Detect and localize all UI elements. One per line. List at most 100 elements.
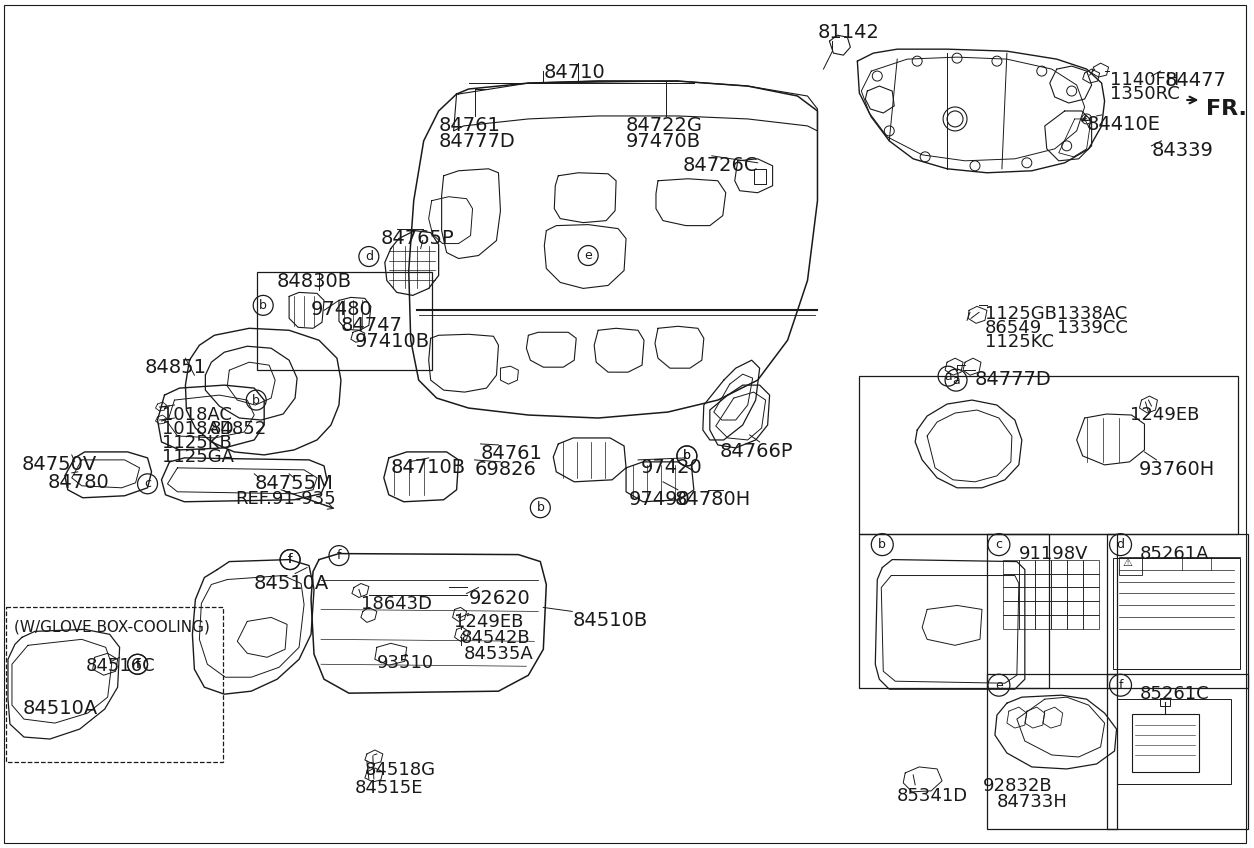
Text: 84851: 84851: [144, 358, 207, 377]
Text: 84726C: 84726C: [683, 156, 759, 175]
Text: 91198V: 91198V: [1018, 544, 1088, 562]
Bar: [1067, 560, 1082, 573]
Text: 84722G: 84722G: [626, 116, 703, 135]
Text: 97470B: 97470B: [626, 132, 701, 151]
Bar: [1018, 601, 1035, 616]
Text: b: b: [252, 393, 260, 406]
Bar: [1082, 573, 1099, 588]
Bar: [1003, 616, 1018, 629]
Text: 84852: 84852: [209, 420, 267, 438]
Bar: [859, 377, 1238, 533]
Bar: [1035, 616, 1051, 629]
Text: a: a: [944, 370, 952, 382]
Bar: [1051, 616, 1067, 629]
Text: 85261A: 85261A: [1140, 544, 1209, 562]
Text: 84761: 84761: [439, 116, 500, 135]
Text: 97420: 97420: [641, 458, 702, 477]
Bar: [1082, 560, 1099, 573]
Text: 84515E: 84515E: [355, 779, 424, 797]
Bar: [987, 674, 1116, 828]
Text: 84777D: 84777D: [976, 371, 1052, 389]
Bar: [1116, 699, 1231, 784]
Text: 1125KB: 1125KB: [162, 434, 231, 452]
Bar: [1106, 533, 1248, 689]
Text: 1125KC: 1125KC: [984, 333, 1053, 351]
Text: 97410B: 97410B: [355, 332, 430, 351]
Text: 84518G: 84518G: [365, 761, 436, 779]
Text: 1338AC: 1338AC: [1057, 305, 1127, 323]
Text: 1018AC: 1018AC: [162, 406, 232, 424]
Text: b: b: [878, 538, 887, 551]
Bar: [1067, 616, 1082, 629]
Bar: [1018, 560, 1035, 573]
Text: 1249EB: 1249EB: [454, 613, 523, 632]
Text: 97490: 97490: [630, 490, 691, 509]
Text: b: b: [537, 501, 544, 514]
Text: 92620: 92620: [469, 589, 530, 609]
Bar: [1018, 616, 1035, 629]
Text: 92832B: 92832B: [983, 777, 1052, 795]
Text: 1140FH: 1140FH: [1110, 71, 1179, 89]
Text: 84710B: 84710B: [391, 458, 466, 477]
Text: a: a: [952, 374, 959, 387]
Text: 84510A: 84510A: [253, 573, 329, 593]
Text: 18643D: 18643D: [361, 595, 431, 613]
Text: 1339CC: 1339CC: [1057, 320, 1127, 338]
Text: 1249EB: 1249EB: [1130, 406, 1199, 424]
Bar: [1160, 698, 1170, 706]
Text: f: f: [135, 658, 140, 671]
Bar: [1067, 573, 1082, 588]
Text: 84710: 84710: [543, 63, 606, 82]
Bar: [1051, 573, 1067, 588]
Bar: [1082, 616, 1099, 629]
Text: 84830B: 84830B: [276, 272, 351, 292]
Bar: [1003, 573, 1018, 588]
Text: 84765P: 84765P: [381, 229, 454, 248]
Text: 84477: 84477: [1165, 71, 1226, 90]
Text: 84535A: 84535A: [464, 645, 533, 663]
Text: 1018AD: 1018AD: [162, 420, 233, 438]
Text: 84747: 84747: [341, 316, 403, 335]
Bar: [1112, 558, 1240, 669]
Text: f: f: [135, 658, 140, 671]
Text: 93760H: 93760H: [1139, 460, 1215, 479]
Bar: [859, 533, 1048, 689]
Text: 97480: 97480: [311, 300, 372, 320]
Text: 85261C: 85261C: [1140, 685, 1209, 703]
Text: 84542B: 84542B: [460, 629, 530, 647]
Text: 84777D: 84777D: [439, 132, 515, 151]
Text: b: b: [683, 449, 691, 462]
Bar: [1131, 714, 1199, 772]
Text: c: c: [996, 538, 1002, 551]
Bar: [1051, 588, 1067, 601]
Bar: [1051, 560, 1067, 573]
Text: 69826: 69826: [474, 460, 537, 479]
Bar: [257, 272, 431, 371]
Text: (W/GLOVE BOX-COOLING): (W/GLOVE BOX-COOLING): [14, 619, 209, 634]
Bar: [1067, 601, 1082, 616]
Text: 84510B: 84510B: [572, 611, 647, 630]
Text: 84766P: 84766P: [720, 442, 794, 461]
Text: FR.: FR.: [1206, 99, 1248, 119]
Text: 84510A: 84510A: [23, 699, 98, 718]
Bar: [1018, 588, 1035, 601]
Bar: [1003, 601, 1018, 616]
Bar: [6, 607, 223, 762]
Text: 84750V: 84750V: [21, 455, 97, 474]
Text: 1350RC: 1350RC: [1110, 85, 1179, 103]
Text: f: f: [288, 553, 292, 566]
Text: 1125GA: 1125GA: [162, 448, 233, 466]
Text: b: b: [260, 298, 267, 312]
Bar: [1106, 674, 1248, 828]
Text: ⚠: ⚠: [1122, 558, 1132, 567]
Bar: [1003, 560, 1018, 573]
Bar: [1051, 601, 1067, 616]
Text: 84733H: 84733H: [997, 793, 1068, 811]
Bar: [1003, 588, 1018, 601]
Text: d: d: [365, 250, 372, 263]
Text: d: d: [1116, 538, 1125, 551]
Text: 1125GB: 1125GB: [984, 305, 1057, 323]
Text: 84761: 84761: [480, 444, 543, 463]
Text: f: f: [1119, 678, 1122, 692]
Text: f: f: [288, 553, 292, 566]
